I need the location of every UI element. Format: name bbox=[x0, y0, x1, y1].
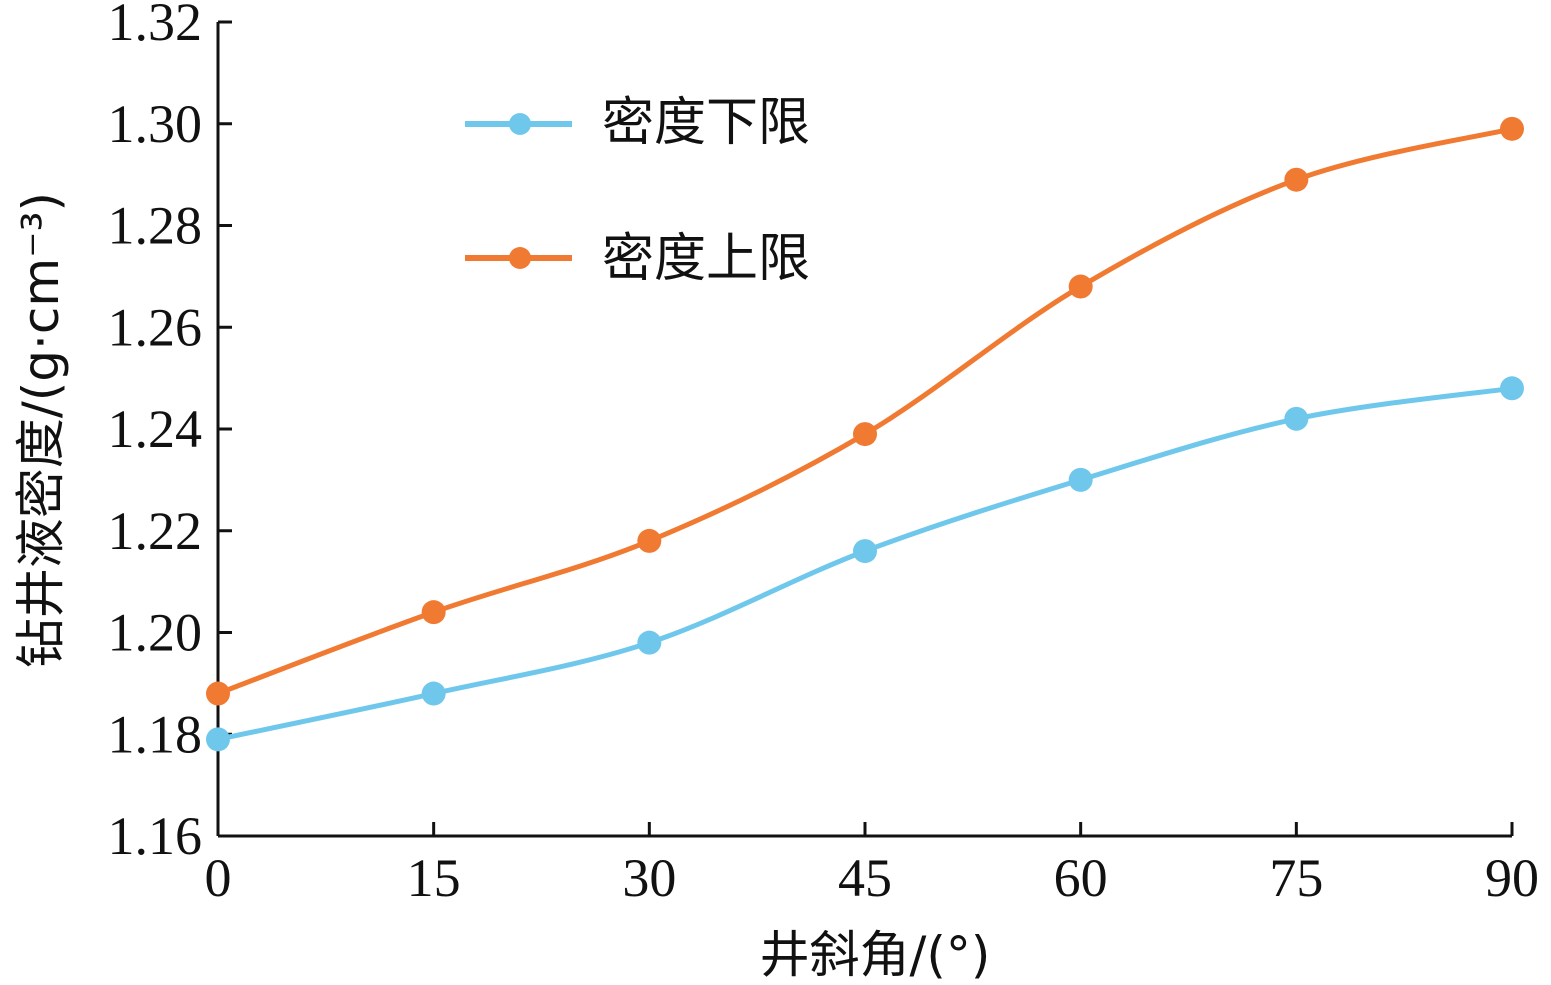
y-tick-label: 1.26 bbox=[108, 297, 203, 357]
data-point bbox=[421, 600, 446, 625]
legend-marker-upper bbox=[509, 247, 531, 269]
data-point bbox=[206, 727, 230, 752]
x-tick-label: 45 bbox=[838, 848, 892, 908]
data-point bbox=[1068, 274, 1093, 299]
legend-entry-lower: 密度下限 bbox=[465, 93, 810, 153]
x-tick-label: 30 bbox=[622, 848, 676, 908]
legend-entry-upper: 密度上限 bbox=[465, 229, 810, 289]
data-point bbox=[206, 681, 230, 706]
data-point bbox=[853, 422, 877, 447]
x-tick-label: 0 bbox=[205, 848, 232, 908]
y-tick-group: 1.16 1.18 1.20 1.22 1.24 1.26 1.28 1.30 1.32 bbox=[108, 0, 232, 866]
data-point bbox=[637, 528, 662, 553]
data-point bbox=[637, 630, 662, 655]
x-axis-title: 井斜角/(°) bbox=[760, 926, 991, 984]
data-point bbox=[1284, 167, 1309, 192]
data-point bbox=[853, 539, 877, 564]
data-point bbox=[1500, 116, 1524, 141]
series-0 bbox=[206, 376, 1524, 752]
y-tick-label: 1.18 bbox=[108, 704, 203, 764]
legend-marker-lower bbox=[509, 113, 531, 135]
x-tick-label: 75 bbox=[1269, 848, 1323, 908]
x-tick-label: 60 bbox=[1054, 848, 1108, 908]
x-tick-label: 15 bbox=[407, 848, 461, 908]
series-line bbox=[217, 126, 1513, 696]
data-point bbox=[1068, 467, 1093, 492]
legend-label-lower: 密度下限 bbox=[602, 93, 810, 153]
data-point bbox=[1284, 406, 1309, 431]
legend: 密度下限 密度上限 bbox=[465, 93, 810, 289]
y-tick-label: 1.30 bbox=[108, 94, 203, 154]
y-tick-label: 1.20 bbox=[108, 603, 203, 663]
y-tick-label: 1.32 bbox=[108, 0, 203, 52]
data-point bbox=[1500, 376, 1524, 401]
series-group bbox=[206, 116, 1524, 752]
y-tick-label: 1.16 bbox=[108, 806, 203, 866]
y-tick-label: 1.28 bbox=[108, 196, 203, 256]
y-tick-label: 1.24 bbox=[108, 399, 203, 459]
data-point bbox=[421, 681, 446, 706]
y-axis-title: 钻井液密度/(g·cm⁻³) bbox=[12, 192, 70, 668]
x-tick-group: 0 15 30 45 60 75 90 bbox=[205, 822, 1539, 908]
x-tick-label: 90 bbox=[1485, 848, 1539, 908]
legend-label-upper: 密度上限 bbox=[602, 229, 810, 289]
series-1 bbox=[206, 116, 1524, 706]
y-tick-label: 1.22 bbox=[108, 501, 203, 561]
